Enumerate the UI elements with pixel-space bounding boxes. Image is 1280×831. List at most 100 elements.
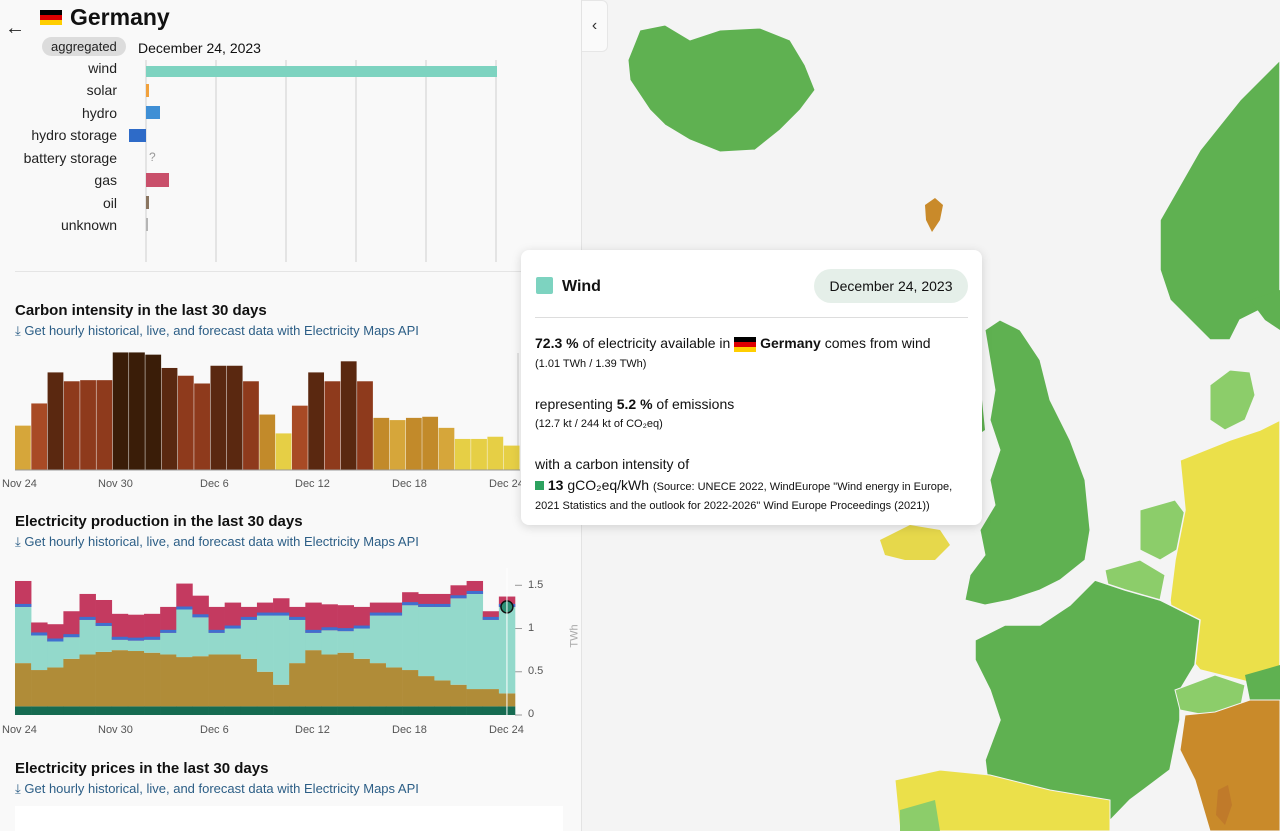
production-segment-coal[interactable] (321, 654, 338, 707)
carbon-bar[interactable] (454, 438, 471, 470)
production-segment-biomass[interactable] (111, 706, 129, 715)
production-segment-gas[interactable] (47, 624, 64, 642)
production-segment-wind[interactable] (63, 637, 80, 659)
production-segment-hydro[interactable] (305, 629, 322, 633)
carbon-bar[interactable] (63, 381, 80, 470)
production-segment-coal[interactable] (144, 652, 161, 707)
carbon-bar[interactable] (226, 365, 243, 470)
production-segment-hydro[interactable] (353, 625, 371, 629)
production-segment-hydro[interactable] (450, 595, 467, 599)
production-segment-gas[interactable] (402, 592, 419, 606)
production-segment-hydro[interactable] (127, 637, 145, 641)
bar-oil[interactable] (146, 196, 149, 209)
production-chart[interactable] (0, 560, 560, 720)
production-segment-hydro[interactable] (466, 590, 484, 594)
production-segment-gas[interactable] (224, 602, 242, 629)
production-segment-coal[interactable] (256, 671, 274, 707)
carbon-api-link[interactable]: ⤓ Get hourly historical, live, and forec… (15, 323, 419, 338)
production-segment-coal[interactable] (434, 680, 451, 707)
production-segment-gas[interactable] (79, 593, 96, 620)
production-segment-wind[interactable] (289, 619, 306, 664)
production-segment-coal[interactable] (208, 654, 225, 707)
bar-hydro-storage[interactable] (129, 129, 146, 142)
production-segment-wind[interactable] (192, 617, 209, 657)
production-segment-hydro[interactable] (385, 612, 403, 616)
carbon-bar[interactable] (129, 352, 145, 470)
production-segment-hydro[interactable] (482, 616, 500, 620)
production-segment-biomass[interactable] (192, 706, 209, 715)
production-segment-hydro[interactable] (144, 636, 161, 640)
production-segment-coal[interactable] (240, 658, 258, 707)
production-segment-wind[interactable] (305, 632, 322, 651)
production-segment-wind[interactable] (418, 606, 435, 677)
carbon-bar[interactable] (112, 352, 129, 470)
production-segment-biomass[interactable] (466, 706, 484, 715)
production-segment-wind[interactable] (47, 641, 64, 668)
production-segment-coal[interactable] (95, 651, 113, 707)
carbon-intensity-chart[interactable] (0, 348, 560, 473)
production-segment-wind[interactable] (176, 609, 193, 658)
production-segment-biomass[interactable] (256, 706, 274, 715)
carbon-bar[interactable] (15, 425, 31, 470)
production-segment-coal[interactable] (289, 663, 306, 707)
production-segment-coal[interactable] (31, 670, 48, 707)
production-segment-gas[interactable] (144, 613, 161, 640)
production-segment-hydro[interactable] (256, 612, 274, 616)
bar-unknown[interactable] (146, 218, 148, 231)
production-segment-biomass[interactable] (224, 706, 242, 715)
production-segment-wind[interactable] (353, 628, 371, 659)
carbon-bar[interactable] (31, 403, 48, 470)
production-segment-biomass[interactable] (369, 706, 387, 715)
production-segment-gas[interactable] (418, 593, 435, 607)
collapse-panel-button[interactable]: ‹ (582, 0, 608, 52)
production-segment-wind[interactable] (402, 605, 419, 671)
production-segment-biomass[interactable] (418, 706, 435, 715)
production-segment-coal[interactable] (418, 676, 435, 707)
production-segment-hydro[interactable] (224, 625, 242, 629)
production-segment-wind[interactable] (273, 615, 290, 685)
production-segment-wind[interactable] (208, 632, 225, 655)
production-segment-coal[interactable] (337, 652, 355, 707)
production-segment-hydro[interactable] (95, 622, 113, 626)
carbon-bar[interactable] (471, 438, 487, 470)
production-segment-coal[interactable] (482, 689, 500, 707)
bar-solar[interactable] (146, 84, 149, 97)
production-segment-hydro[interactable] (192, 614, 209, 618)
production-segment-biomass[interactable] (482, 706, 500, 715)
production-segment-biomass[interactable] (176, 706, 193, 715)
production-segment-hydro[interactable] (369, 612, 387, 616)
carbon-bar[interactable] (96, 380, 113, 470)
production-segment-biomass[interactable] (15, 706, 32, 715)
production-segment-biomass[interactable] (160, 706, 177, 715)
production-segment-wind[interactable] (466, 593, 484, 690)
production-segment-biomass[interactable] (434, 706, 451, 715)
production-segment-gas[interactable] (256, 602, 274, 616)
carbon-bar[interactable] (47, 372, 64, 470)
back-arrow-icon[interactable]: ← (5, 17, 25, 39)
carbon-bar[interactable] (243, 381, 259, 470)
production-segment-biomass[interactable] (273, 706, 290, 715)
carbon-bar[interactable] (80, 380, 96, 470)
production-segment-hydro[interactable] (289, 616, 306, 620)
production-segment-coal[interactable] (63, 658, 80, 707)
production-segment-coal[interactable] (466, 689, 484, 707)
production-segment-biomass[interactable] (47, 706, 64, 715)
carbon-bar[interactable] (487, 436, 504, 470)
production-segment-hydro[interactable] (31, 632, 48, 636)
production-segment-biomass[interactable] (305, 706, 322, 715)
production-segment-biomass[interactable] (337, 706, 355, 715)
production-segment-wind[interactable] (160, 632, 177, 655)
production-segment-hydro[interactable] (337, 628, 355, 632)
production-segment-biomass[interactable] (95, 706, 113, 715)
production-segment-hydro[interactable] (63, 634, 80, 638)
production-segment-gas[interactable] (466, 580, 484, 594)
production-segment-coal[interactable] (385, 667, 403, 707)
carbon-bar[interactable] (324, 381, 341, 470)
production-segment-gas[interactable] (385, 602, 403, 616)
bar-gas[interactable] (146, 173, 169, 187)
production-segment-coal[interactable] (450, 684, 467, 707)
production-segment-hydro[interactable] (208, 629, 225, 633)
carbon-bar[interactable] (145, 354, 162, 470)
production-segment-wind[interactable] (127, 640, 145, 652)
carbon-bar[interactable] (161, 367, 178, 470)
